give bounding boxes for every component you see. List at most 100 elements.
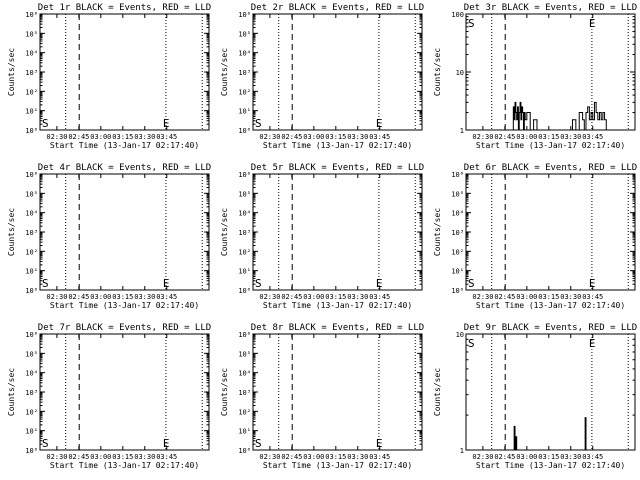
y-axis-label: Counts/sec [220, 48, 229, 96]
chart-det-8: Det 8r BLACK = Events, RED = LLD 10⁰ 10¹ 10… [220, 323, 424, 470]
x-axis-label: Start Time (13-Jan-17 02:17:40) [476, 461, 625, 470]
x-tick-label: 03:30 [560, 133, 581, 141]
y-tick-label: 10⁰ [25, 447, 38, 455]
y-tick-label: 10⁴ [25, 210, 38, 218]
x-tick-label: 03:45 [156, 133, 177, 141]
y-tick-label: 10 [456, 69, 464, 77]
y-tick-label: 10⁶ [238, 11, 251, 19]
y-tick-label: 1 [460, 127, 464, 135]
x-tick-label: 02:30 [472, 453, 493, 461]
x-tick-label: 03:00 [90, 133, 111, 141]
chart-title: Det 4r BLACK = Events, RED = LLD [38, 163, 211, 173]
y-tick-label: 10⁵ [25, 190, 38, 198]
y-tick-label: 10⁵ [451, 190, 464, 198]
x-tick-label: 02:45 [494, 453, 515, 461]
x-tick-label: 03:30 [134, 293, 155, 301]
y-tick-label: 10⁰ [238, 127, 251, 135]
x-axis-label: Start Time (13-Jan-17 02:17:40) [50, 461, 199, 470]
chart-title: Det 1r BLACK = Events, RED = LLD [38, 3, 211, 13]
chart-det-5: Det 5r BLACK = Events, RED = LLD 10⁰ 10¹ 10… [220, 163, 424, 310]
start-marker: S [42, 277, 49, 290]
y-tick-label: 10⁶ [238, 331, 251, 339]
end-marker: E [376, 117, 383, 130]
y-tick-label: 100 [451, 11, 464, 19]
x-axis-label: Start Time (13-Jan-17 02:17:40) [263, 141, 412, 150]
start-marker: S [42, 117, 49, 130]
x-axis-label: Start Time (13-Jan-17 02:17:40) [50, 141, 199, 150]
x-tick-label: 03:45 [582, 133, 603, 141]
y-axis-label: Counts/sec [433, 48, 442, 96]
start-marker: S [468, 17, 475, 30]
x-tick-label: 03:30 [347, 453, 368, 461]
end-marker: E [163, 277, 170, 290]
x-tick-label: 03:15 [325, 293, 346, 301]
x-tick-label: 02:30 [259, 293, 280, 301]
chart-det-6: Det 6r BLACK = Events, RED = LLD 10⁰ 10¹ 10… [433, 163, 637, 310]
x-tick-label: 03:15 [538, 133, 559, 141]
x-axis-label: Start Time (13-Jan-17 02:17:40) [263, 301, 412, 310]
y-tick-label: 10⁵ [238, 190, 251, 198]
x-tick-label: 02:45 [68, 293, 89, 301]
chart-det-9: Det 9r BLACK = Events, RED = LLD 1 10 Count… [433, 323, 637, 470]
y-axis-label: Counts/sec [220, 368, 229, 416]
y-axis-label: Counts/sec [433, 208, 442, 256]
x-tick-label: 02:30 [46, 293, 67, 301]
y-tick-label: 1 [460, 447, 464, 455]
y-tick-label: 10⁵ [238, 350, 251, 358]
y-tick-label: 10⁴ [25, 370, 38, 378]
y-tick-label: 10³ [25, 229, 38, 237]
y-tick-label: 10² [238, 408, 251, 416]
y-tick-label: 10⁰ [238, 447, 251, 455]
end-marker: E [589, 337, 596, 350]
y-tick-label: 10⁴ [238, 210, 251, 218]
end-marker: E [589, 17, 596, 30]
x-tick-label: 02:45 [494, 133, 515, 141]
start-marker: S [255, 277, 262, 290]
chart-title: Det 6r BLACK = Events, RED = LLD [464, 163, 637, 173]
y-tick-label: 10⁰ [25, 127, 38, 135]
y-tick-label: 10¹ [25, 268, 38, 276]
x-tick-label: 03:30 [134, 133, 155, 141]
y-tick-label: 10¹ [238, 268, 251, 276]
x-tick-label: 03:45 [369, 453, 390, 461]
chart-det-2: Det 2r BLACK = Events, RED = LLD 10⁰ 10¹ 10… [220, 3, 424, 150]
end-marker: E [376, 437, 383, 450]
start-marker: S [468, 337, 475, 350]
end-marker: E [163, 117, 170, 130]
x-tick-label: 03:30 [347, 133, 368, 141]
y-tick-label: 10¹ [238, 108, 251, 116]
start-marker: S [255, 117, 262, 130]
chart-det-4: Det 4r BLACK = Events, RED = LLD 10⁰ 10¹ 10… [7, 163, 211, 310]
x-tick-label: 03:15 [112, 453, 133, 461]
y-tick-label: 10⁵ [25, 30, 38, 38]
x-tick-label: 03:45 [582, 293, 603, 301]
x-tick-label: 02:30 [472, 133, 493, 141]
x-tick-label: 03:00 [303, 293, 324, 301]
x-tick-label: 03:45 [369, 133, 390, 141]
y-tick-label: 10⁵ [238, 30, 251, 38]
chart-det-7: Det 7r BLACK = Events, RED = LLD 10⁰ 10¹ 10… [7, 323, 211, 470]
x-axis-label: Start Time (13-Jan-17 02:17:40) [476, 301, 625, 310]
x-tick-label: 02:30 [259, 453, 280, 461]
y-axis-label: Counts/sec [433, 368, 442, 416]
y-tick-label: 10² [238, 248, 251, 256]
chart-title: Det 8r BLACK = Events, RED = LLD [251, 323, 424, 333]
y-tick-label: 10² [238, 88, 251, 96]
y-tick-label: 10⁴ [238, 370, 251, 378]
y-tick-label: 10¹ [238, 428, 251, 436]
y-tick-label: 10⁰ [25, 287, 38, 295]
x-tick-label: 02:45 [68, 453, 89, 461]
y-tick-label: 10³ [25, 69, 38, 77]
x-tick-label: 02:45 [281, 133, 302, 141]
end-marker: E [376, 277, 383, 290]
y-tick-label: 10² [25, 408, 38, 416]
events-series-line [513, 417, 588, 451]
x-tick-label: 03:00 [516, 293, 537, 301]
y-tick-label: 10³ [238, 389, 251, 397]
x-axis-label: Start Time (13-Jan-17 02:17:40) [476, 141, 625, 150]
x-tick-label: 03:45 [156, 453, 177, 461]
x-tick-label: 03:15 [112, 133, 133, 141]
y-tick-label: 10 [456, 331, 464, 339]
end-marker: E [163, 437, 170, 450]
